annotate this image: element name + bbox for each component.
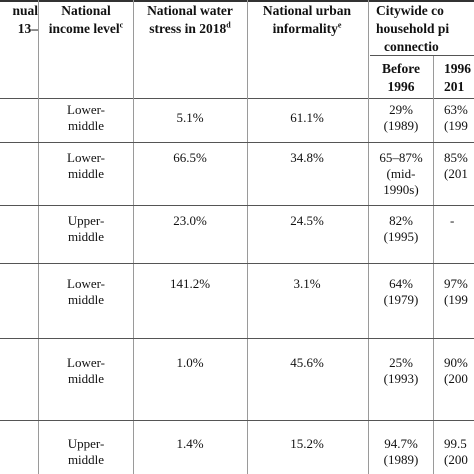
- informality-cell: 45.6%: [290, 355, 324, 370]
- before-1996-cell: 65–87% (mid- 1990s): [379, 150, 423, 197]
- row-rule: [0, 142, 474, 143]
- informality-cell: 34.8%: [290, 150, 324, 165]
- before-1996-cell: 64% (1979): [383, 276, 419, 307]
- header-annual: nual 13–: [12, 3, 38, 36]
- column-divider: [247, 0, 248, 474]
- column-divider: [38, 0, 39, 474]
- income-cell: Lower-middle: [67, 102, 105, 133]
- row-rule: [0, 205, 474, 206]
- row-rule: [0, 263, 474, 264]
- subheader-before-1996: Before 1996: [382, 61, 420, 94]
- after-1996-cell: 63% (199: [444, 102, 468, 133]
- group-sub-rule: [370, 55, 474, 56]
- water-stress-cell: 141.2%: [169, 276, 211, 291]
- income-cell: Lower-middle: [67, 355, 105, 386]
- column-divider: [433, 56, 434, 474]
- informality-cell: 15.2%: [290, 436, 324, 451]
- header-national-urban-informality: National urban informalitye: [262, 3, 352, 36]
- before-1996-cell: 25% (1993): [383, 355, 419, 386]
- after-1996-cell: 85% (201: [444, 150, 468, 181]
- subheader-1996-onward: 1996 201: [444, 61, 471, 94]
- header-bottom-rule: [0, 98, 474, 99]
- water-stress-cell: 23.0%: [173, 213, 207, 228]
- row-rule: [0, 420, 474, 421]
- water-stress-cell: 66.5%: [173, 150, 207, 165]
- header-national-income-level: National income levelc: [48, 3, 124, 36]
- column-divider: [368, 0, 369, 474]
- water-stress-cell: 1.0%: [176, 355, 204, 370]
- before-1996-cell: 82% (1995): [383, 213, 419, 244]
- after-1996-cell: -: [450, 213, 455, 228]
- after-1996-cell: 99.5 (200: [444, 436, 468, 467]
- income-cell: Lower-middle: [67, 150, 105, 181]
- income-cell: Lower-middle: [67, 276, 105, 307]
- after-1996-cell: 90% (200: [444, 355, 468, 386]
- before-1996-cell: 29% (1989): [383, 102, 419, 133]
- header-citywide-connections-group: Citywide co household pi connectio: [376, 3, 450, 54]
- informality-cell: 3.1%: [293, 276, 321, 291]
- table-top-rule: [0, 0, 474, 2]
- informality-cell: 24.5%: [290, 213, 324, 228]
- income-cell: Upper-middle: [67, 436, 105, 467]
- column-divider: [133, 0, 134, 474]
- water-stress-cell: 5.1%: [176, 110, 204, 125]
- income-cell: Upper-middle: [67, 213, 105, 244]
- informality-cell: 61.1%: [290, 110, 324, 125]
- after-1996-cell: 97% (199: [444, 276, 468, 307]
- row-rule: [0, 338, 474, 339]
- water-stress-cell: 1.4%: [176, 436, 204, 451]
- before-1996-cell: 94.7% (1989): [383, 436, 419, 467]
- header-national-water-stress: National water stress in 2018d: [147, 3, 233, 36]
